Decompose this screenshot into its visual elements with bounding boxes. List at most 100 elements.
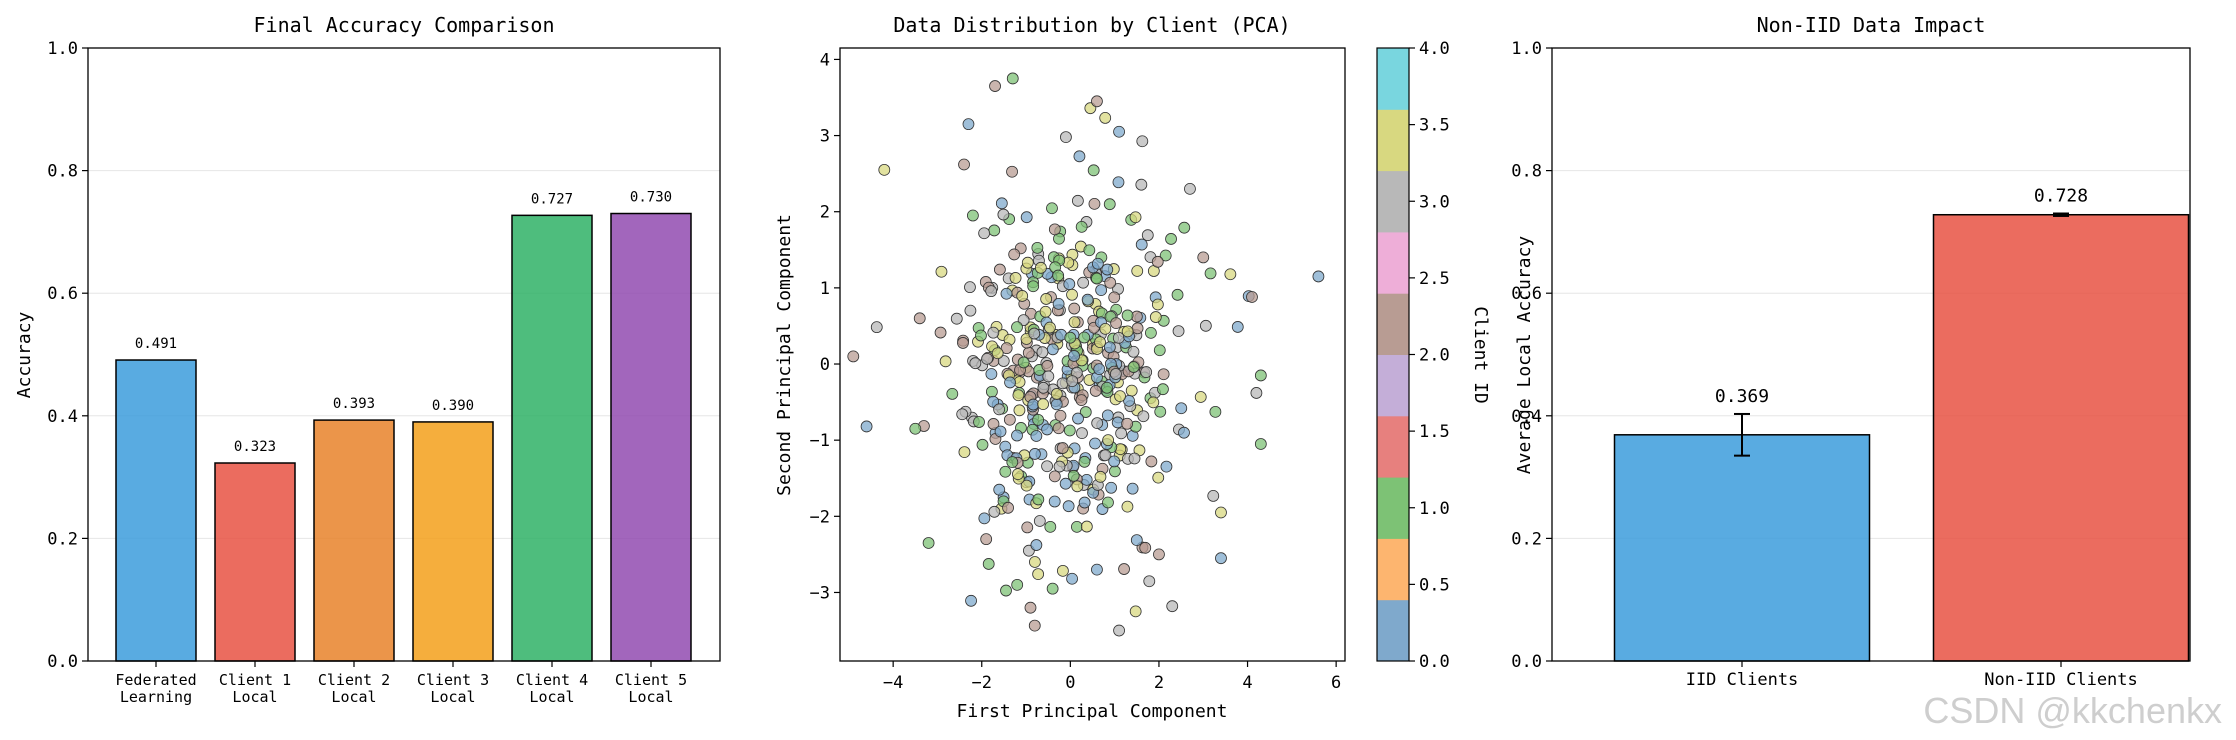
scatter-point bbox=[1064, 331, 1077, 344]
scatter-point bbox=[1095, 284, 1108, 296]
scatter-point bbox=[1066, 572, 1078, 585]
bar bbox=[610, 212, 692, 662]
scatter-point bbox=[1060, 131, 1072, 143]
scatter-point bbox=[1028, 327, 1041, 340]
scatter-point bbox=[1114, 390, 1126, 403]
colorbar-tick-label: 2.5 bbox=[1419, 269, 1450, 289]
scatter-point bbox=[1000, 342, 1013, 355]
scatter-point bbox=[1118, 563, 1130, 575]
bar bbox=[1932, 213, 2190, 662]
scatter-point bbox=[1017, 356, 1030, 369]
scatter-point bbox=[1178, 426, 1190, 439]
scatter-point bbox=[1113, 125, 1125, 138]
scatter-point bbox=[958, 446, 971, 459]
scatter-point bbox=[978, 227, 991, 240]
scatter-point bbox=[1130, 534, 1143, 547]
data-label: 0.323 bbox=[234, 439, 276, 455]
scatter-point bbox=[1063, 278, 1076, 290]
scatter-point bbox=[1066, 375, 1079, 388]
scatter-point bbox=[1012, 468, 1024, 481]
x-tick-label: Local bbox=[628, 688, 673, 706]
scatter-point bbox=[1121, 417, 1134, 430]
scatter-point bbox=[1209, 405, 1222, 418]
scatter-point bbox=[1056, 377, 1069, 390]
scatter-point bbox=[946, 387, 959, 400]
watermark: CSDN @kkchenkx bbox=[1923, 690, 2222, 731]
scatter-point bbox=[1048, 495, 1061, 508]
scatter-point bbox=[1011, 321, 1023, 334]
scatter-point bbox=[1153, 344, 1166, 357]
scatter-point bbox=[1029, 448, 1041, 460]
pca-scatter-chart: Data Distribution by Client (PCA) −4 −2 0 2… bbox=[774, 13, 1491, 722]
scatter-point bbox=[1048, 470, 1061, 483]
scatter-point bbox=[1147, 396, 1160, 409]
scatter-point bbox=[1078, 331, 1091, 344]
scatter-point bbox=[1078, 496, 1091, 509]
y-tick-label: 1 bbox=[820, 279, 830, 299]
scatter-point bbox=[1063, 424, 1076, 437]
colorbar-segment bbox=[1377, 354, 1409, 417]
scatter-point bbox=[1175, 402, 1188, 415]
scatter-point bbox=[989, 80, 1001, 92]
scatter-point bbox=[1215, 506, 1227, 519]
scatter-point bbox=[1166, 600, 1179, 613]
x-tick-label: 2 bbox=[1154, 673, 1164, 693]
scatter-point bbox=[1050, 388, 1063, 400]
x-tick-label: IID Clients bbox=[1686, 670, 1799, 690]
colorbar-segment bbox=[1377, 477, 1409, 539]
scatter-point bbox=[1020, 211, 1033, 224]
scatter-point bbox=[1143, 575, 1156, 588]
y-tick-label: 0.8 bbox=[47, 162, 78, 182]
scatter-point bbox=[1178, 221, 1191, 234]
scatter-point bbox=[1159, 249, 1172, 262]
scatter-point bbox=[1112, 176, 1125, 189]
scatter-point bbox=[956, 408, 969, 421]
scatter-point bbox=[999, 465, 1012, 478]
chart-title: Final Accuracy Comparison bbox=[253, 13, 554, 37]
scatter-point bbox=[1079, 406, 1092, 418]
y-tick-label: 1.0 bbox=[1511, 39, 1542, 59]
scatter-point bbox=[1080, 520, 1093, 533]
scatter-point bbox=[1020, 479, 1033, 492]
scatter-point bbox=[1104, 276, 1117, 289]
scatter-point bbox=[870, 321, 883, 334]
colorbar-segment bbox=[1377, 415, 1409, 478]
scatter-point bbox=[1094, 470, 1107, 483]
scatter-point bbox=[1032, 413, 1045, 426]
scatter-point bbox=[1129, 211, 1142, 224]
scatter-point bbox=[1139, 541, 1152, 554]
scatter-point bbox=[1046, 582, 1059, 595]
colorbar-segment bbox=[1377, 48, 1409, 110]
data-label: 0.728 bbox=[2034, 186, 2088, 207]
scatter-point bbox=[1131, 265, 1144, 277]
scatter-point bbox=[1044, 520, 1057, 533]
scatter-point bbox=[1101, 409, 1114, 422]
scatter-point bbox=[1012, 389, 1025, 402]
scatter-point bbox=[1145, 455, 1158, 468]
y-axis-label: Average Local Accuracy bbox=[1514, 236, 1535, 475]
scatter-point bbox=[987, 326, 1000, 339]
scatter-point bbox=[1077, 276, 1090, 289]
x-tick-label: Client 2 bbox=[318, 671, 390, 689]
colorbar-segment bbox=[1377, 170, 1409, 233]
scatter-point bbox=[975, 329, 987, 342]
scatter-point bbox=[1127, 345, 1140, 358]
scatter-point bbox=[1027, 280, 1040, 293]
scatter-point bbox=[1034, 261, 1047, 274]
scatter-point bbox=[1046, 343, 1059, 356]
scatter-point bbox=[1135, 238, 1148, 251]
scatter-point bbox=[1157, 383, 1169, 396]
scatter-point bbox=[1041, 423, 1053, 436]
scatter-point bbox=[1068, 316, 1081, 329]
x-tick-label: Local bbox=[331, 688, 376, 706]
data-label: 0.727 bbox=[531, 191, 573, 207]
x-tick-label: Client 3 bbox=[417, 671, 489, 689]
y-tick-label: 4 bbox=[820, 50, 830, 70]
x-tick-label: Client 5 bbox=[615, 671, 687, 689]
scatter-point bbox=[1003, 413, 1016, 426]
scatter-point bbox=[1140, 366, 1153, 378]
scatter-point bbox=[1071, 520, 1083, 533]
scatter-point bbox=[981, 352, 993, 365]
scatter-point bbox=[1113, 624, 1125, 637]
scatter-point bbox=[1101, 381, 1113, 394]
